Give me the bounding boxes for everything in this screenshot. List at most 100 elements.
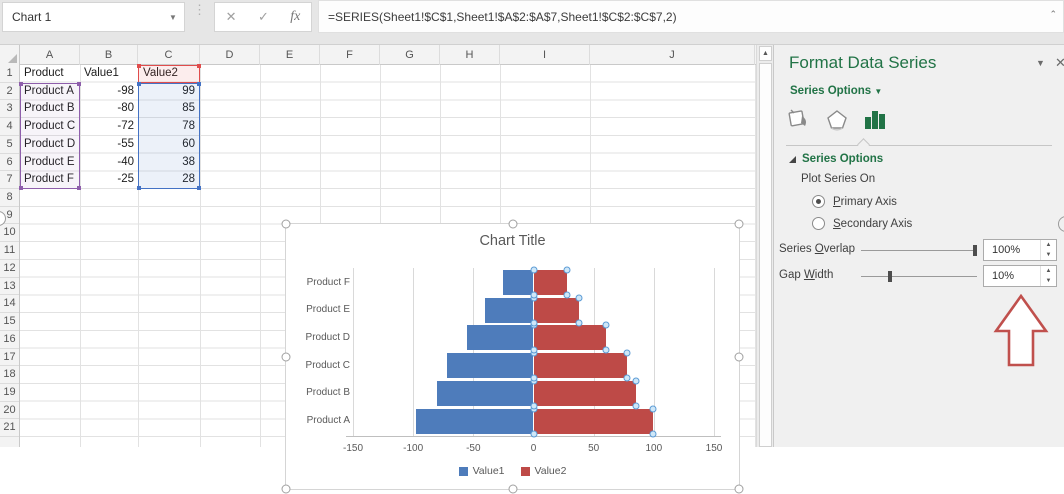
row-header-3[interactable]: 3 [0, 100, 19, 119]
series-overlap-thumb[interactable] [973, 245, 977, 256]
column-header-G[interactable]: G [380, 45, 440, 65]
spin-up-icon[interactable]: ▲ [1045, 268, 1052, 274]
data-point-handle[interactable] [623, 374, 631, 382]
bar-value1-b[interactable] [437, 380, 534, 406]
cell-C4[interactable]: 78 [182, 120, 195, 133]
row-header-12[interactable]: 12 [0, 260, 19, 278]
chart-resize-handle[interactable] [281, 219, 291, 229]
column-header-H[interactable]: H [440, 45, 500, 65]
data-point-handle[interactable] [623, 349, 631, 357]
chart-object[interactable]: Chart Title Product A Product B Product C P… [281, 219, 744, 494]
pane-close-icon[interactable]: ✕ [1055, 55, 1064, 70]
column-header-I[interactable]: I [500, 45, 590, 65]
cell-B2[interactable]: -98 [117, 84, 134, 97]
data-point-handle[interactable] [602, 321, 610, 329]
category-label[interactable]: Product D [305, 331, 350, 343]
x-axis-tick-label[interactable]: -100 [403, 443, 424, 454]
gap-width-spinner[interactable]: 10% ▲ ▼ [983, 265, 1057, 287]
data-point-handle[interactable] [530, 402, 537, 410]
row-header-13[interactable]: 13 [0, 278, 19, 296]
radio-unselected-icon[interactable] [812, 217, 825, 230]
data-point-handle[interactable] [530, 266, 537, 274]
x-axis-tick-label[interactable]: -150 [342, 443, 363, 454]
column-header-B[interactable]: B [80, 45, 138, 65]
radio-selected-icon[interactable] [812, 195, 825, 208]
chart-resize-handle[interactable] [281, 484, 291, 494]
formula-bar-grip-icon[interactable]: ⋮ [193, 2, 206, 17]
cell-A1[interactable]: Product [24, 67, 64, 79]
x-axis-tick-label[interactable]: 50 [588, 443, 600, 454]
row-header-18[interactable]: 18 [0, 366, 19, 384]
data-point-handle[interactable] [575, 294, 583, 302]
series-options-section-header[interactable]: Series Options [789, 153, 883, 165]
category-label[interactable]: Product E [306, 304, 350, 316]
pane-options-icon[interactable]: ▼ [1036, 58, 1045, 68]
row-header-21[interactable]: 21 [0, 419, 19, 438]
category-label[interactable]: Product A [306, 415, 350, 426]
data-point-handle[interactable] [530, 430, 537, 437]
formula-text[interactable]: =SERIES(Sheet1!$C$1,Sheet1!$A$2:$A$7,She… [328, 9, 677, 24]
spin-down-icon[interactable]: ▼ [1045, 278, 1052, 284]
chart-legend[interactable]: Value1 Value2 [286, 465, 739, 477]
chart-title[interactable]: Chart Title [479, 233, 546, 249]
cell-B1[interactable]: Value1 [84, 67, 119, 79]
cell-B5[interactable]: -55 [117, 137, 134, 150]
chart-resize-handle[interactable] [508, 219, 518, 229]
secondary-axis-radio[interactable]: Secondary Axis [812, 217, 912, 230]
data-point-handle[interactable] [632, 377, 640, 385]
spin-down-icon[interactable]: ▼ [1045, 252, 1052, 258]
series-overlap-slider[interactable] [861, 245, 977, 256]
cell-C7[interactable]: 28 [182, 173, 195, 186]
data-point-handle[interactable] [563, 291, 571, 299]
bar-value2-e[interactable] [533, 297, 580, 323]
x-axis-tick-label[interactable]: 100 [645, 443, 663, 454]
bar-value1-a[interactable] [415, 408, 534, 434]
category-label[interactable]: Product B [306, 387, 350, 399]
data-point-handle[interactable] [575, 319, 583, 327]
row-header-10[interactable]: 10 [0, 224, 19, 243]
chart-resize-handle[interactable] [281, 352, 291, 362]
vertical-scrollbar[interactable]: ▲ [756, 45, 773, 447]
row-header-1[interactable]: 1 [0, 65, 19, 83]
cell-C2[interactable]: 99 [182, 84, 195, 97]
series-options-dropdown[interactable]: Series Options ▼ [790, 85, 883, 97]
row-header-14[interactable]: 14 [0, 295, 19, 314]
cell-A4[interactable]: Product C [24, 120, 76, 133]
row-header-5[interactable]: 5 [0, 136, 19, 154]
collapse-formula-bar-icon[interactable]: ⌃ [1049, 9, 1057, 19]
data-point-handle[interactable] [602, 346, 610, 354]
gap-width-thumb[interactable] [888, 271, 892, 282]
column-header-J[interactable]: J [590, 45, 755, 65]
bar-value1-c[interactable] [446, 353, 534, 379]
data-point-handle[interactable] [530, 319, 537, 327]
category-label[interactable]: Product C [305, 359, 350, 371]
bar-value2-f[interactable] [533, 270, 568, 295]
chart-resize-handle[interactable] [734, 352, 744, 362]
row-header-4[interactable]: 4 [0, 118, 19, 136]
series-options-icon[interactable] [862, 107, 888, 133]
bar-value2-c[interactable] [533, 353, 628, 379]
up-arrow-shape[interactable] [993, 294, 1049, 368]
cell-B4[interactable]: -72 [117, 120, 134, 133]
row-header-11[interactable]: 11 [0, 242, 19, 260]
legend-item-value1[interactable]: Value1 [458, 465, 505, 477]
data-point-handle[interactable] [530, 291, 537, 299]
x-axis-tick-label[interactable]: 0 [530, 443, 537, 454]
bar-value1-f[interactable] [503, 270, 534, 295]
row-header-15[interactable]: 15 [0, 313, 19, 331]
cell-A7[interactable]: Product F [24, 173, 74, 186]
data-point-handle[interactable] [649, 405, 657, 412]
data-point-handle[interactable] [563, 266, 571, 274]
row-header-19[interactable]: 19 [0, 384, 19, 402]
cell-C6[interactable]: 38 [182, 155, 195, 168]
bar-value1-d[interactable] [467, 325, 534, 351]
row-header-20[interactable]: 20 [0, 402, 19, 420]
cell-C3[interactable]: 85 [182, 102, 195, 115]
name-box[interactable]: Chart 1 ▼ [2, 2, 185, 32]
formula-input[interactable]: =SERIES(Sheet1!$C$1,Sheet1!$A$2:$A$7,She… [318, 0, 1064, 33]
cell-B6[interactable]: -40 [117, 155, 134, 168]
bar-value2-d[interactable] [533, 325, 606, 351]
insert-function-button[interactable]: fx [290, 9, 301, 24]
select-all-corner[interactable] [0, 45, 20, 65]
column-header-E[interactable]: E [260, 45, 320, 65]
